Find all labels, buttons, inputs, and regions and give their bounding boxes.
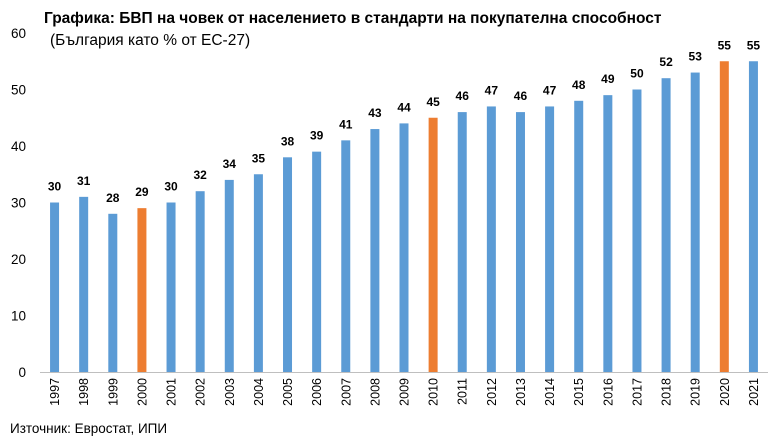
data-label-2014: 47 xyxy=(543,83,557,97)
x-tick-label: 1999 xyxy=(106,378,120,406)
bar-1999 xyxy=(108,213,118,372)
bar-2015 xyxy=(574,100,584,373)
bar-2020 xyxy=(719,61,729,372)
bar-2008 xyxy=(370,129,380,372)
y-tick-label: 50 xyxy=(11,83,26,98)
bar-1998 xyxy=(79,196,89,372)
bar-2021 xyxy=(748,61,758,372)
bar-2004 xyxy=(253,174,263,372)
x-tick-label: 2000 xyxy=(135,378,149,406)
data-label-2020: 55 xyxy=(718,38,732,52)
x-tick-label: 1997 xyxy=(48,378,62,406)
x-tick-label: 2012 xyxy=(485,378,499,406)
bar-2001 xyxy=(166,202,176,372)
data-label-2001: 30 xyxy=(164,180,178,194)
bar-1997 xyxy=(50,202,60,372)
data-label-2021: 55 xyxy=(747,38,761,52)
x-tick-label: 2020 xyxy=(718,378,732,406)
bar-2009 xyxy=(399,123,409,373)
data-label-2000: 29 xyxy=(135,185,149,199)
x-tick-label: 2018 xyxy=(660,378,674,406)
x-tick-label: 1998 xyxy=(77,378,91,406)
y-tick-label: 0 xyxy=(18,365,26,380)
x-tick-label: 2016 xyxy=(601,378,615,406)
bar-2000 xyxy=(137,208,147,372)
data-label-1999: 28 xyxy=(106,191,120,205)
data-label-2017: 50 xyxy=(630,67,644,81)
bar-2006 xyxy=(312,151,322,372)
x-tick-label: 2007 xyxy=(339,378,353,406)
x-tick-label: 2019 xyxy=(689,378,703,406)
y-tick-label: 40 xyxy=(11,139,26,154)
x-tick-label: 2011 xyxy=(456,378,470,405)
x-tick-label: 2003 xyxy=(223,378,237,406)
x-tick-label: 2013 xyxy=(514,378,528,406)
data-label-2018: 52 xyxy=(659,55,673,69)
data-label-1997: 30 xyxy=(48,180,62,194)
data-label-2009: 44 xyxy=(397,100,411,114)
data-label-2007: 41 xyxy=(339,117,353,131)
x-tick-label: 2001 xyxy=(165,378,179,406)
x-tick-label: 2009 xyxy=(398,378,412,406)
x-tick-label: 2006 xyxy=(310,378,324,406)
bar-2002 xyxy=(195,191,205,372)
x-tick-label: 2010 xyxy=(427,378,441,406)
bar-2010 xyxy=(428,117,438,372)
x-tick-label: 2008 xyxy=(368,378,382,406)
x-tick-label: 2015 xyxy=(572,378,586,406)
data-label-2013: 46 xyxy=(514,89,528,103)
data-label-2008: 43 xyxy=(368,106,382,120)
y-tick-label: 20 xyxy=(11,252,26,267)
bar-2012 xyxy=(486,106,496,372)
bar-2003 xyxy=(224,179,234,372)
data-label-2011: 46 xyxy=(456,89,470,103)
chart-subtitle: (България като % от ЕС-27) xyxy=(50,32,251,49)
data-label-1998: 31 xyxy=(77,174,91,188)
data-label-2010: 45 xyxy=(426,95,440,109)
y-tick-label: 60 xyxy=(11,26,26,41)
data-label-2015: 48 xyxy=(572,78,586,92)
y-tick-label: 30 xyxy=(11,196,26,211)
x-tick-label: 2002 xyxy=(194,378,208,406)
data-label-2006: 39 xyxy=(310,129,324,143)
bar-2014 xyxy=(545,106,555,372)
data-label-2019: 53 xyxy=(689,50,703,64)
bar-2011 xyxy=(457,112,467,372)
bar-2016 xyxy=(603,95,613,373)
data-label-2005: 38 xyxy=(281,134,295,148)
x-tick-label: 2014 xyxy=(543,378,557,406)
bar-2017 xyxy=(632,89,642,372)
y-tick-label: 10 xyxy=(11,309,26,324)
bar-2005 xyxy=(283,157,293,372)
chart-title: Графика: БВП на човек от населението в с… xyxy=(44,10,662,27)
x-tick-label: 2017 xyxy=(630,378,644,406)
bar-2013 xyxy=(515,112,525,372)
data-label-2016: 49 xyxy=(601,72,615,86)
bar-2007 xyxy=(341,140,351,372)
data-label-2004: 35 xyxy=(252,151,266,165)
x-tick-label: 2005 xyxy=(281,378,295,406)
data-label-2002: 32 xyxy=(193,168,207,182)
data-label-2003: 34 xyxy=(223,157,237,171)
bar-2018 xyxy=(661,78,671,372)
data-label-2012: 47 xyxy=(485,83,499,97)
bar-2019 xyxy=(690,72,700,373)
source-note: Източник: Евростат, ИПИ xyxy=(10,421,168,436)
x-tick-label: 2021 xyxy=(747,378,761,406)
x-tick-label: 2004 xyxy=(252,378,266,406)
